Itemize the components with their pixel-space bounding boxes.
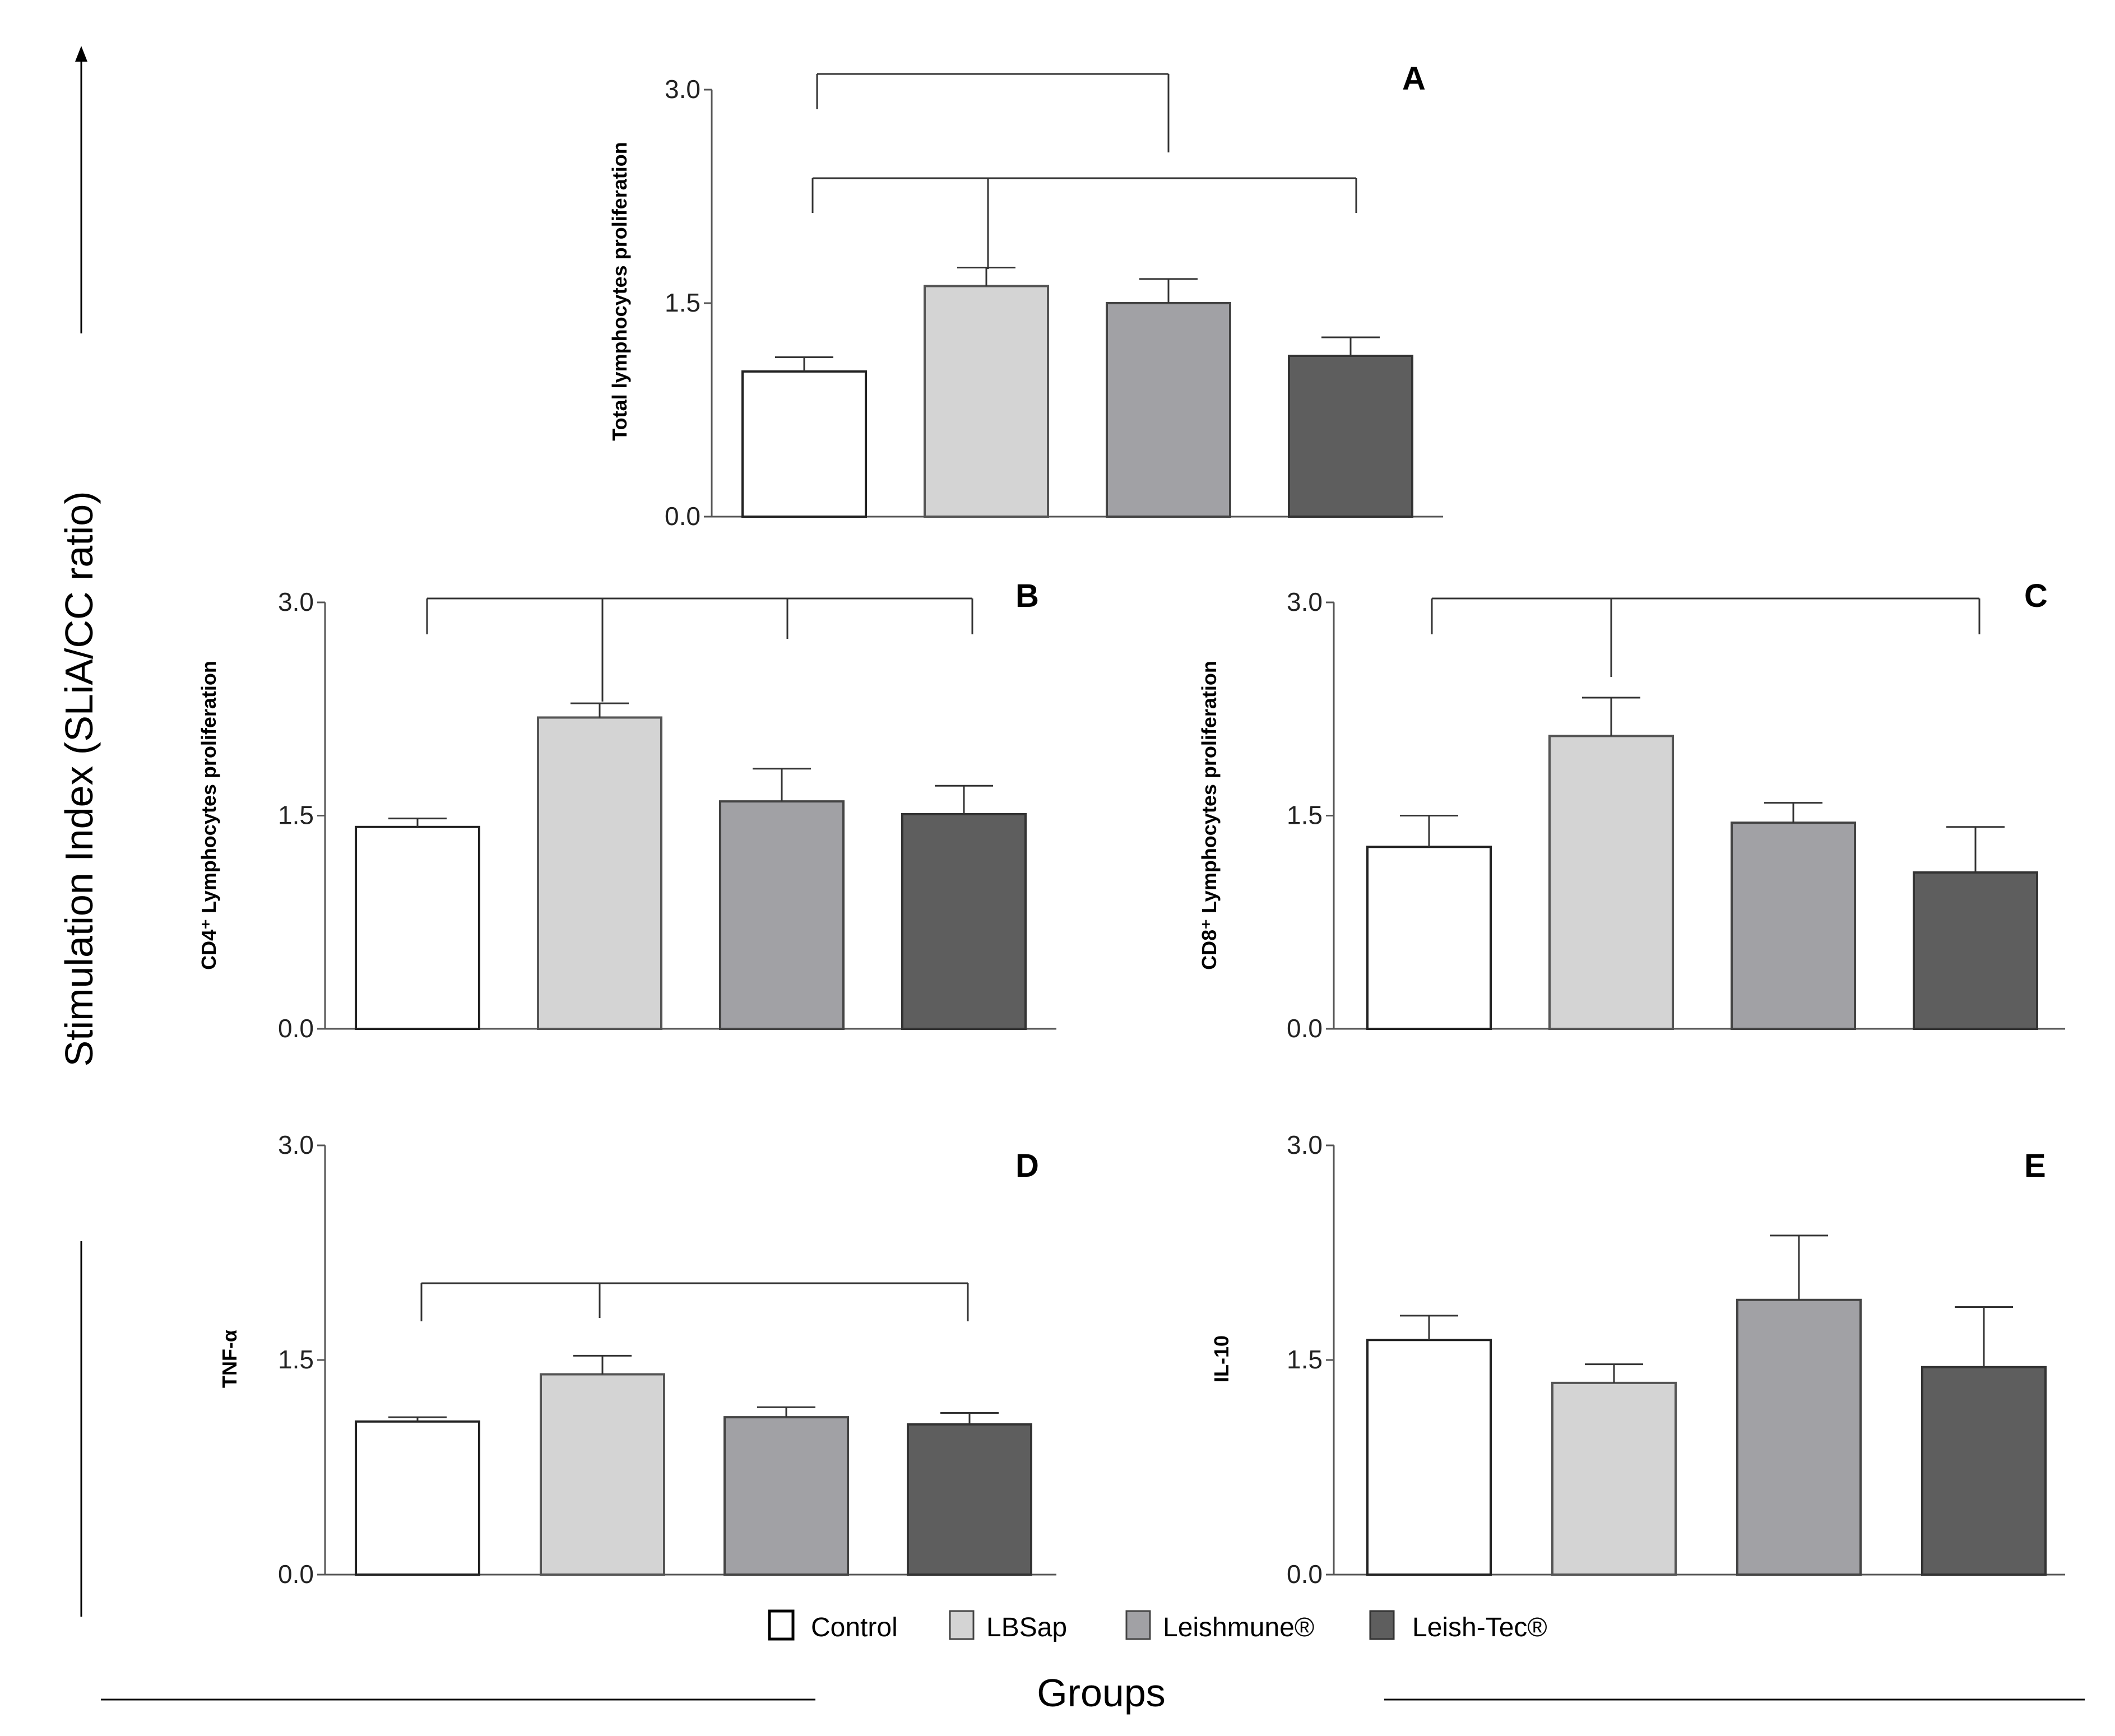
legend-label-control: Control [811,1613,898,1642]
y-tick-label: 1.5 [278,1345,314,1374]
bar-1 [355,1420,480,1576]
legend: Control LBSap Leishmune® Leish-Tec® [768,1609,1547,1642]
panel-letter: B [1015,578,1039,614]
panel-letter: E [2024,1148,2046,1184]
y-tick-label: 3.0 [1287,587,1323,616]
panel-y-label: TNF-α [218,1330,241,1388]
legend-swatch-lbsap [949,1610,975,1640]
panel-letter: A [1402,61,1426,97]
bar-1 [1366,846,1492,1030]
y-tick-label: 3.0 [665,75,701,104]
y-tick-label: 0.0 [665,502,701,531]
bar-2 [537,716,662,1030]
legend-swatch-leishmune [1125,1610,1151,1640]
legend-label-leishtec: Leish-Tec® [1412,1613,1547,1642]
panel-letter: C [2024,578,2048,614]
panel-y-label: IL-10 [1210,1335,1233,1382]
bar-4 [907,1423,1032,1576]
y-tick-label: 1.5 [278,801,314,830]
bar-1 [355,825,480,1030]
y-tick-label: 3.0 [278,587,314,616]
panel-y-label: Total lymphocytes proliferation [608,142,631,440]
panel-y-label: CD8⁺ Lymphocytes proliferation [1198,661,1221,970]
panel-e: 0.0 1.5 3.0 E IL-10 [1210,1130,2065,1589]
y-tick-label: 0.0 [1287,1559,1323,1589]
y-tick-label: 3.0 [1287,1130,1323,1159]
global-y-label: Stimulation Index (SLiA/CC ratio) [57,491,101,1066]
bar-1 [1366,1339,1492,1576]
legend-label-lbsap: LBSap [986,1613,1067,1642]
y-tick-label: 0.0 [278,1014,314,1043]
bar-1 [741,370,867,518]
global-x-label: Groups [1037,1671,1166,1715]
panel-b: 0.0 1.5 3.0 B CD4⁺ Lymphocytes proliferation [197,578,1056,1043]
y-tick-label: 3.0 [278,1130,314,1159]
y-tick-label: 0.0 [1287,1014,1323,1043]
panel-a: 0.0 1.5 3.0 A Total lymphocytes proliferatio… [608,61,1443,531]
bar-3 [723,1416,849,1576]
bar-2 [924,285,1049,518]
bar-2 [540,1373,665,1576]
legend-swatch-control [768,1609,795,1641]
y-tick-label: 1.5 [1287,1345,1323,1374]
legend-swatch-leishtec [1369,1610,1395,1640]
panel-d: 0.0 1.5 3.0 D TNF-α [218,1130,1056,1589]
bar-4 [1921,1366,2047,1576]
y-tick-label: 1.5 [665,288,701,317]
bar-2 [1551,1381,1677,1576]
bar-3 [719,800,845,1030]
bar-4 [1288,354,1413,518]
bar-4 [1913,871,2038,1030]
panel-y-label: CD4⁺ Lymphocytes proliferation [197,661,220,970]
y-arrow-head-icon [75,46,87,62]
bar-4 [901,813,1027,1031]
bar-2 [1548,735,1674,1030]
y-tick-label: 1.5 [1287,801,1323,830]
panel-c: 0.0 1.5 3.0 C CD8⁺ Lymphocytes proliferation [1198,578,2065,1043]
bar-3 [1106,302,1231,518]
bar-3 [1731,821,1856,1031]
legend-label-leishmune: Leishmune® [1163,1613,1314,1642]
panel-letter: D [1015,1148,1039,1184]
bar-3 [1736,1298,1862,1576]
y-tick-label: 0.0 [278,1559,314,1589]
